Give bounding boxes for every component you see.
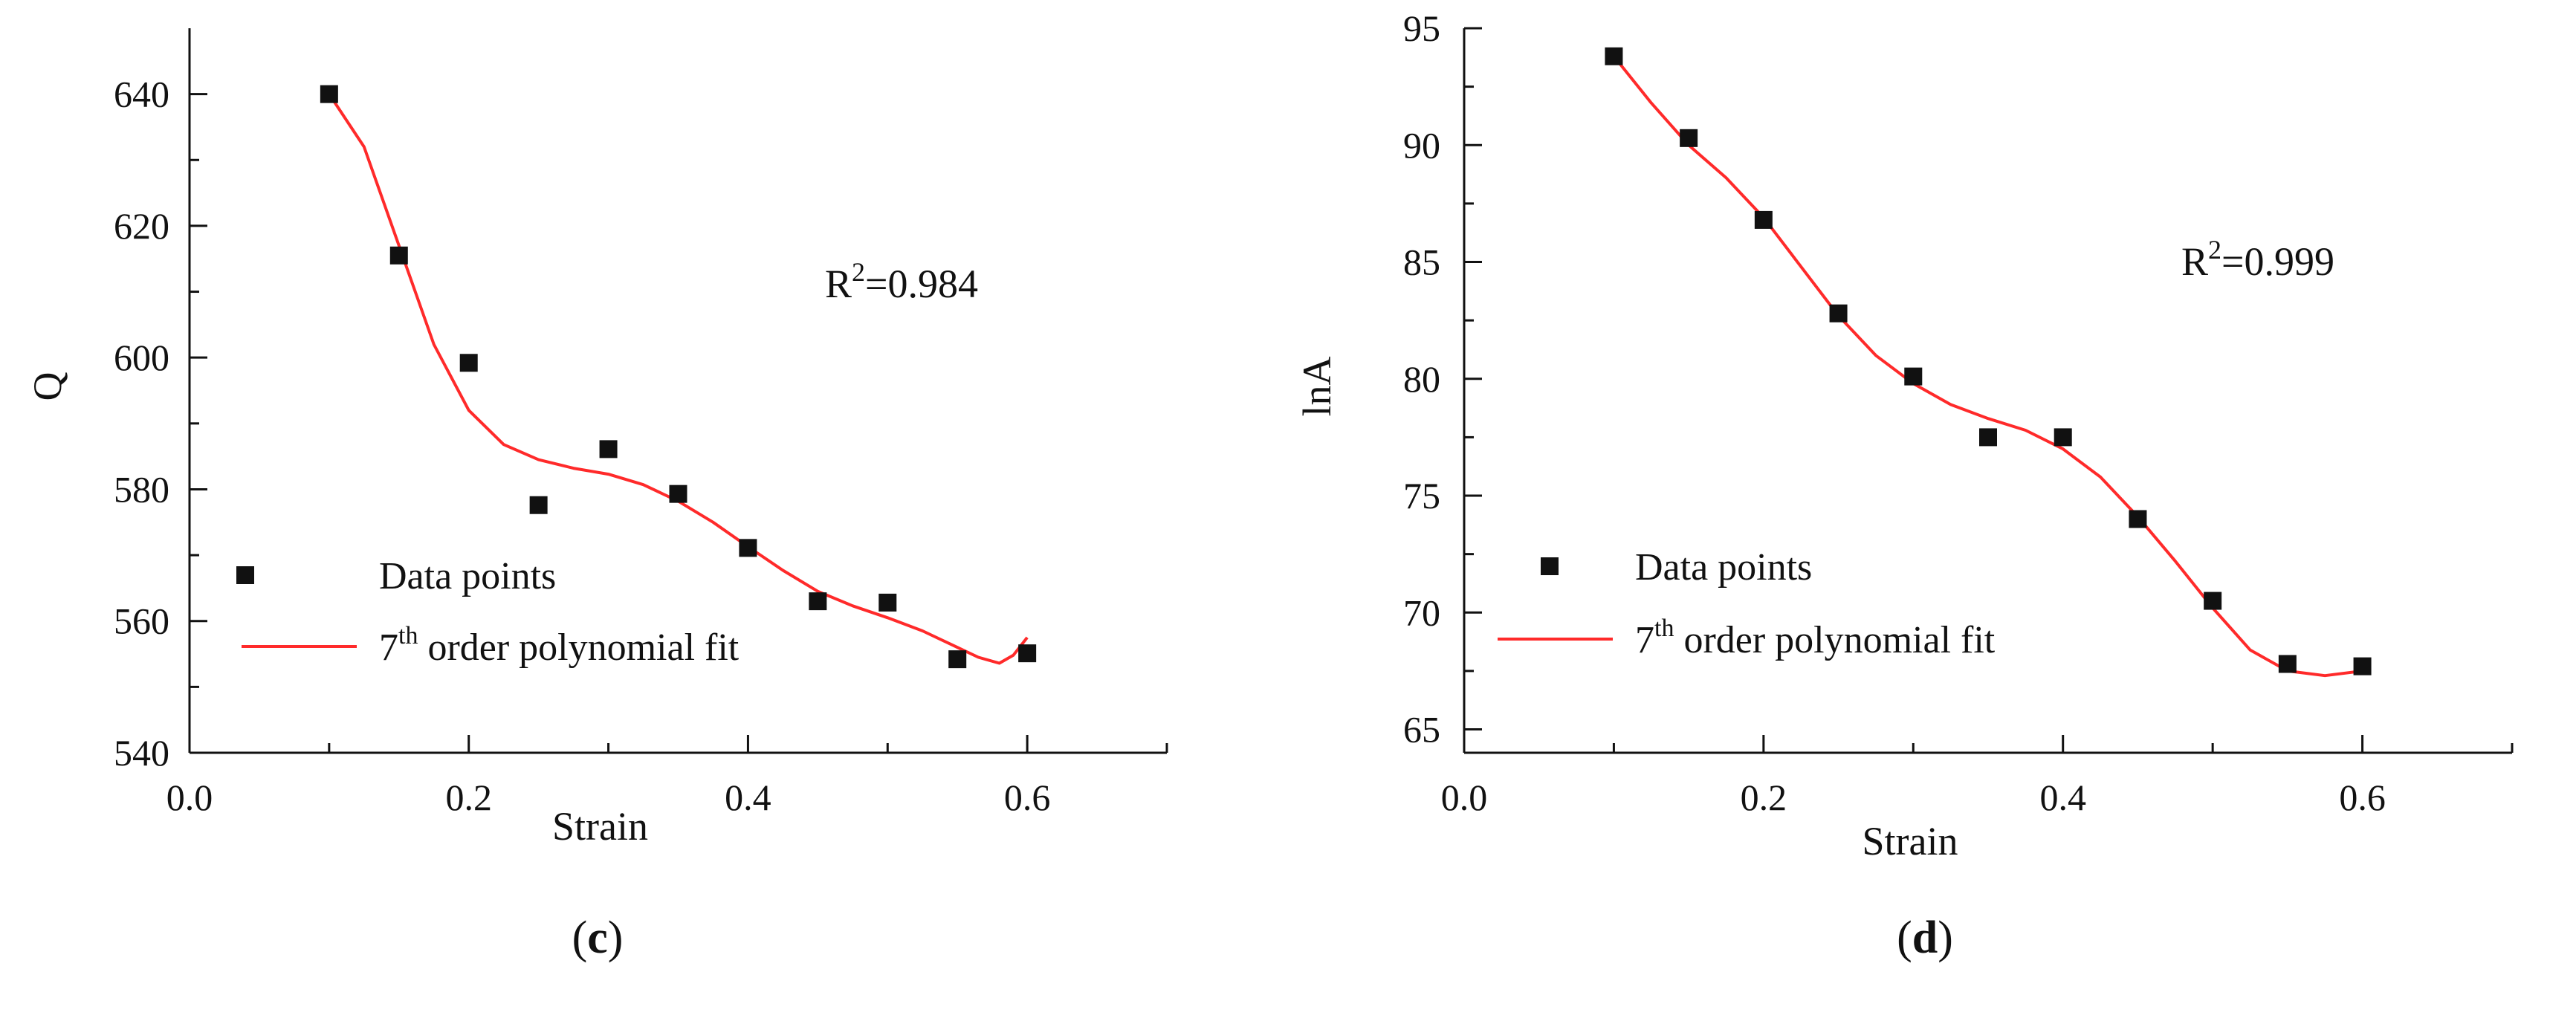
x-tick-label: 0.2 (1741, 777, 1787, 818)
legend-marker-points (1541, 557, 1559, 575)
y-tick-label: 80 (1403, 358, 1440, 400)
fit-line (1612, 55, 2363, 678)
x-axis-label: Strain (552, 804, 648, 849)
r-squared-annotation: R2=0.999 (2181, 235, 2334, 284)
data-point (1605, 47, 1623, 65)
data-point (1680, 129, 1698, 147)
x-tick-label: 0.2 (445, 777, 492, 818)
data-point (669, 485, 687, 503)
data-point (2054, 428, 2072, 447)
data-point (1829, 304, 1848, 323)
data-point (320, 85, 338, 103)
y-tick-label: 70 (1403, 592, 1440, 633)
data-point (459, 354, 478, 372)
y-axis-label: lnA (1295, 356, 1339, 416)
legend-marker-points (236, 566, 254, 584)
data-point (1754, 210, 1773, 229)
data-point (389, 246, 408, 265)
panel-caption-c: (c) (572, 913, 624, 963)
legend-label-fit: 7th order polynomial fit (379, 622, 740, 669)
x-tick-label: 0.4 (725, 777, 771, 818)
x-tick-label: 0.0 (166, 777, 213, 818)
data-point (739, 539, 757, 557)
y-tick-label: 75 (1403, 475, 1440, 516)
data-point (2129, 510, 2147, 528)
data-point (1904, 367, 1923, 386)
x-tick-label: 0.6 (2339, 777, 2386, 818)
panel-caption-d: (d) (1897, 913, 1953, 963)
y-tick-label: 560 (114, 600, 169, 642)
y-tick-label: 95 (1403, 7, 1440, 49)
data-point (2204, 592, 2222, 610)
x-axis-label: Strain (1863, 819, 1958, 863)
legend-label-points: Data points (379, 555, 556, 597)
y-tick-label: 65 (1403, 709, 1440, 751)
chart-panel-d: 0.0 0.2 0.4 0.6 65 70 75 80 85 90 95 Strain lnA R2=0.… (1295, 7, 2514, 863)
chart-panel-c: 0.0 0.2 0.4 0.6 540 560 580 600 620 640 Strain Q R2=… (25, 28, 1168, 849)
data-point (948, 650, 967, 669)
data-point (2278, 655, 2297, 673)
y-tick-label: 600 (114, 337, 169, 378)
data-point (599, 440, 618, 458)
y-tick-label: 620 (114, 205, 169, 247)
legend-label-fit: 7th order polynomial fit (1635, 615, 1996, 661)
x-tick-label: 0.6 (1004, 777, 1051, 818)
data-point (2353, 657, 2372, 675)
data-point (1018, 644, 1037, 663)
data-point (878, 593, 897, 612)
y-axis-label: Q (25, 372, 70, 401)
y-tick-label: 540 (114, 732, 169, 774)
data-point (529, 496, 548, 514)
legend-label-points: Data points (1635, 546, 1812, 589)
data-point (809, 592, 827, 611)
y-tick-label: 85 (1403, 242, 1440, 283)
x-tick-label: 0.0 (1441, 777, 1488, 818)
r-squared-annotation: R2=0.984 (825, 257, 978, 306)
y-tick-label: 640 (114, 74, 169, 115)
data-point (1979, 428, 1997, 447)
y-tick-label: 580 (114, 468, 169, 510)
x-tick-label: 0.4 (2039, 777, 2086, 818)
y-tick-label: 90 (1403, 124, 1440, 166)
